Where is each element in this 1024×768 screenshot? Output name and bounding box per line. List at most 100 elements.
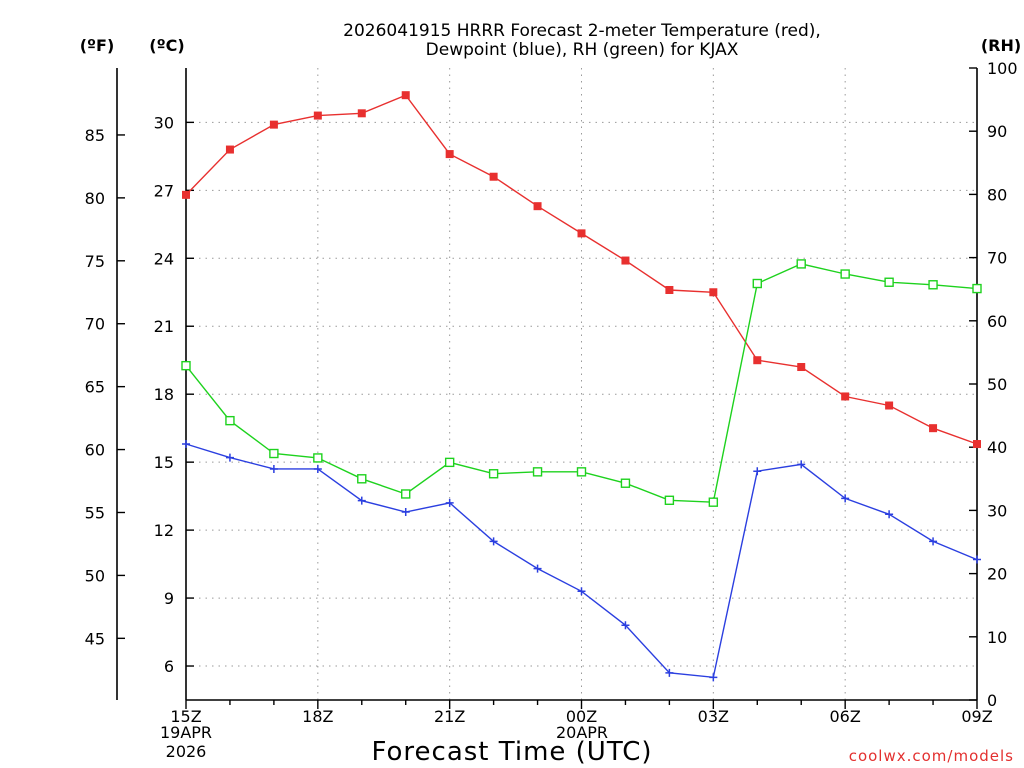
axes-layer: 6 9 12 15 18 21 24 27 30 45 50 55 60 65 70 75 80 85 0 10 20 3… [85, 59, 1018, 726]
dewpoint-point-06Z [841, 494, 850, 503]
dewpoint-point-15Z [182, 440, 190, 449]
temperature-point-18Z [313, 111, 322, 120]
temperature-point-06Z [841, 392, 850, 401]
fahrenheit-tick-label-75: 75 [85, 252, 105, 271]
celsius-tick-label-18: 18 [154, 385, 174, 404]
celsius-tick-label-15: 15 [154, 453, 174, 472]
rh-point-21Z [444, 457, 455, 468]
dewpoint-point-20Z [401, 507, 410, 516]
x-axis-title: Forecast Time (UTC) [371, 737, 652, 767]
temperature-point-04Z [753, 356, 762, 365]
rh-point-08Z [928, 280, 938, 290]
temperature-point-20Z [401, 91, 410, 100]
dewpoint-point-23Z [533, 564, 542, 573]
rh-point-23Z [532, 467, 543, 477]
rh-point-20Z [401, 489, 411, 499]
rh-tick-label-0: 0 [987, 691, 997, 710]
rh-point-22Z [488, 469, 499, 479]
temperature-point-02Z [665, 285, 674, 294]
celsius-tick-label-21: 21 [154, 317, 174, 336]
dewpoint-point-09Z [973, 555, 981, 564]
fahrenheit-tick-label-55: 55 [85, 503, 105, 522]
rh-point-15Z [181, 360, 191, 371]
fahrenheit-tick-label-65: 65 [85, 378, 105, 397]
x-tick-label-15Z: 15Z [170, 707, 201, 726]
dewpoint-point-16Z [225, 453, 234, 462]
x-tick-label-18Z: 18Z [302, 707, 333, 726]
rh-point-17Z [269, 448, 279, 459]
celsius-tick-label-9: 9 [164, 589, 174, 608]
x-tick-label-03Z: 03Z [698, 707, 729, 726]
fahrenheit-tick-label-60: 60 [85, 441, 105, 460]
rh-point-09Z [972, 283, 982, 294]
temperature-series [182, 91, 981, 449]
temperature-point-21Z [445, 150, 454, 159]
rh-point-03Z [708, 497, 719, 507]
x-tick-label-00Z: 00Z [566, 707, 597, 726]
rh-tick-label-60: 60 [987, 312, 1007, 331]
rh-point-07Z [884, 277, 894, 287]
rh-point-18Z [313, 453, 323, 463]
dewpoint-series [182, 440, 981, 682]
rh-series [181, 259, 982, 507]
rh-tick-label-70: 70 [987, 249, 1007, 268]
rh-point-06Z [840, 269, 850, 279]
temperature-point-08Z [929, 424, 938, 433]
dewpoint-point-22Z [489, 537, 498, 546]
x-date-label-19apr: 19APR [160, 723, 212, 742]
temperature-point-23Z [533, 202, 542, 211]
temperature-point-22Z [489, 172, 498, 181]
dewpoint-point-04Z [753, 467, 762, 476]
x-tick-label-06Z: 06Z [830, 707, 861, 726]
temperature-point-05Z [797, 363, 806, 372]
chart-title-line2: Dewpoint (blue), RH (green) for KJAX [426, 40, 739, 60]
rh-tick-label-90: 90 [987, 122, 1007, 141]
rh-point-16Z [225, 415, 235, 426]
temperature-point-00Z [577, 229, 586, 238]
temperature-point-09Z [973, 440, 981, 449]
temperature-point-19Z [357, 109, 366, 118]
celsius-tick-label-30: 30 [154, 113, 174, 132]
fahrenheit-tick-label-45: 45 [85, 629, 105, 648]
temperature-point-17Z [269, 120, 278, 129]
celsius-tick-label-6: 6 [164, 657, 174, 676]
temperature-point-01Z [621, 256, 630, 265]
fahrenheit-tick-label-50: 50 [85, 566, 105, 585]
rh-point-04Z [752, 278, 762, 289]
x-date-label-20apr: 20APR [556, 723, 608, 742]
dewpoint-point-02Z [665, 668, 674, 677]
rh-tick-label-20: 20 [987, 565, 1007, 584]
rh-point-00Z [576, 467, 587, 477]
temperature-point-16Z [225, 145, 234, 154]
fahrenheit-tick-label-70: 70 [85, 315, 105, 334]
dewpoint-point-19Z [357, 496, 366, 505]
celsius-unit-label: (ºC) [149, 36, 184, 55]
x-date-label-2026: 2026 [166, 742, 207, 761]
rh-point-01Z [620, 478, 631, 488]
fahrenheit-tick-label-80: 80 [85, 189, 105, 208]
celsius-tick-label-24: 24 [154, 249, 174, 268]
rh-tick-label-40: 40 [987, 438, 1007, 457]
dewpoint-point-21Z [445, 498, 454, 507]
rh-tick-label-80: 80 [987, 185, 1007, 204]
dewpoint-point-03Z [709, 673, 718, 682]
x-tick-label-21Z: 21Z [434, 707, 465, 726]
rh-point-02Z [664, 495, 675, 505]
dewpoint-point-18Z [313, 464, 322, 473]
rh-tick-label-10: 10 [987, 628, 1007, 647]
temperature-point-07Z [885, 401, 894, 410]
celsius-tick-label-12: 12 [154, 521, 174, 540]
dewpoint-point-08Z [929, 537, 938, 546]
celsius-tick-label-27: 27 [154, 181, 174, 200]
x-tick-label-09Z: 09Z [961, 707, 992, 726]
dewpoint-point-05Z [797, 460, 806, 469]
fahrenheit-unit-label: (ºF) [80, 36, 115, 55]
rh-tick-label-30: 30 [987, 501, 1007, 520]
dewpoint-point-01Z [621, 621, 630, 630]
rh-unit-label: (RH) [981, 36, 1021, 55]
temperature-point-03Z [709, 288, 718, 297]
rh-point-19Z [357, 474, 367, 484]
rh-point-05Z [796, 259, 806, 269]
